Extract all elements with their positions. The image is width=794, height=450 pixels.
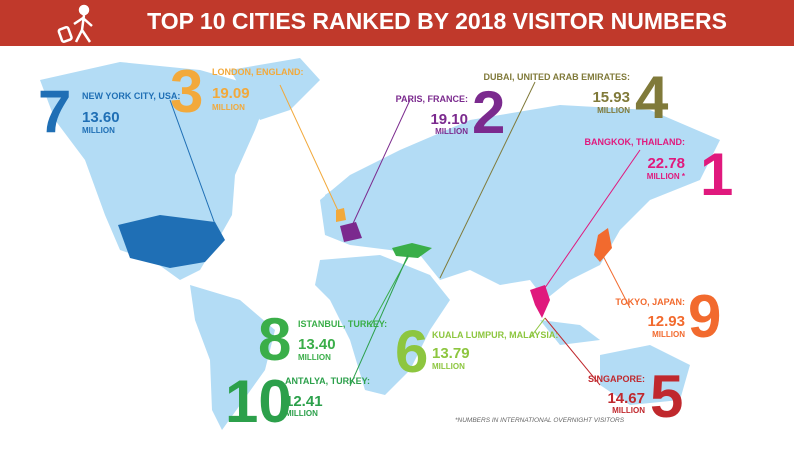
visitor-unit: MILLION (652, 330, 685, 339)
visitor-value: 14.67 (607, 390, 645, 407)
visitor-value: 13.60 (82, 109, 120, 126)
visitor-value: 13.79 (432, 345, 470, 362)
visitor-unit: MILLION (597, 106, 630, 115)
city-name: LONDON, ENGLAND: (212, 67, 304, 77)
leader-line (349, 99, 411, 231)
title: TOP 10 CITIES RANKED BY 2018 VISITOR NUM… (147, 8, 727, 34)
visitor-unit: MILLION (298, 353, 331, 362)
traveler-icon (57, 4, 93, 43)
visitor-unit: MILLION (285, 409, 318, 418)
city-name: DUBAI, UNITED ARAB EMIRATES: (484, 72, 631, 82)
thailand-highlight (530, 285, 550, 318)
visitor-value: 13.40 (298, 336, 336, 353)
rank-number: 6 (395, 318, 428, 385)
leader-line (599, 249, 631, 309)
japan-highlight (594, 228, 612, 262)
city-name: KUALA LUMPUR, MALAYSIA: (432, 330, 558, 340)
leader-line (439, 81, 536, 279)
rank-number: 10 (225, 368, 292, 435)
visitor-value: 15.93 (592, 89, 630, 106)
visitor-unit: MILLION * (647, 172, 686, 181)
france-highlight (340, 222, 362, 242)
city-name: NEW YORK CITY, USA: (82, 91, 180, 101)
city-name: ANTALYA, TURKEY: (285, 376, 370, 386)
city-name: PARIS, FRANCE: (396, 94, 468, 104)
rank-number: 8 (258, 306, 291, 373)
visitor-value: 19.10 (430, 111, 468, 128)
rank-number: 3 (170, 58, 203, 125)
leader-line (544, 317, 601, 386)
rank-number: 7 (38, 78, 71, 145)
leader-line (349, 254, 409, 387)
city-name: TOKYO, JAPAN: (615, 297, 685, 307)
leader-line (529, 317, 546, 339)
rank-number: 4 (635, 64, 669, 131)
visitor-unit: MILLION (212, 103, 245, 112)
leader-line (539, 149, 641, 296)
visitor-unit: MILLION (82, 126, 115, 135)
leader-line (169, 99, 221, 239)
header-band (0, 0, 794, 46)
rank-number: 9 (688, 283, 721, 350)
footnote: *NUMBERS IN INTERNATIONAL OVERNIGHT VISI… (455, 417, 625, 424)
city-name: ISTANBUL, TURKEY: (298, 319, 387, 329)
visitor-value: 22.78 (647, 155, 685, 172)
city-name: SINGAPORE: (588, 374, 645, 384)
rank-number: 1 (700, 141, 733, 208)
visitor-unit: MILLION (432, 362, 465, 371)
rank-number: 5 (650, 363, 683, 430)
usa-highlight (118, 215, 225, 268)
rank-number: 2 (472, 79, 505, 146)
leader-line (279, 84, 341, 216)
visitor-value: 12.41 (285, 393, 323, 410)
visitor-unit: MILLION (435, 127, 468, 136)
visitor-unit: MILLION (612, 406, 645, 415)
visitor-value: 12.93 (647, 313, 685, 330)
city-name: BANGKOK, THAILAND: (585, 137, 686, 147)
visitor-value: 19.09 (212, 85, 250, 102)
